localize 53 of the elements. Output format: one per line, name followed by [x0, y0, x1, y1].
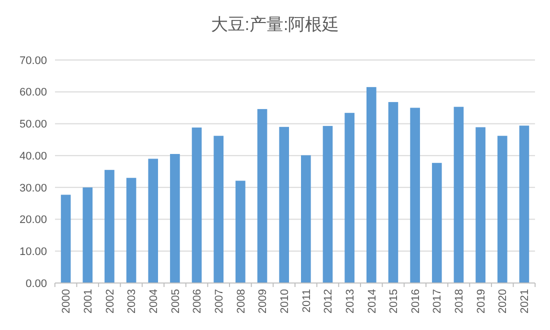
x-tick-label: 2011	[300, 289, 313, 313]
bar	[148, 158, 158, 283]
y-tick-label: 0.00	[26, 278, 47, 290]
bar	[301, 155, 311, 283]
bar	[126, 178, 136, 283]
x-tick-label: 2014	[366, 289, 378, 314]
x-tick-label: 2007	[213, 289, 226, 314]
bar	[344, 112, 354, 283]
bar	[432, 162, 442, 283]
x-tick-label: 2020	[497, 289, 510, 314]
bar	[476, 127, 486, 283]
y-tick-label: 20.00	[19, 214, 47, 226]
y-tick-label: 40.00	[19, 150, 47, 162]
x-tick-label: 2012	[322, 289, 335, 314]
bar	[236, 180, 246, 283]
bar	[214, 136, 224, 283]
y-tick-label: 50.00	[19, 118, 47, 131]
bar	[192, 128, 202, 283]
bar	[60, 194, 71, 283]
y-tick-label: 70.00	[19, 54, 47, 67]
bar	[497, 136, 508, 283]
x-tick-label: 2006	[192, 289, 204, 314]
x-tick-label: 2017	[432, 289, 444, 314]
x-tick-label: 2004	[148, 289, 160, 314]
bar	[170, 154, 180, 283]
x-tick-label: 2005	[170, 289, 182, 314]
bar	[454, 106, 464, 283]
x-tick-label: 2015	[388, 289, 400, 314]
bar	[82, 187, 93, 283]
bar	[388, 102, 398, 283]
x-tick-label: 2001	[82, 289, 94, 314]
x-tick-label: 2013	[344, 289, 356, 314]
bar	[104, 170, 114, 283]
bar	[257, 109, 268, 283]
x-tick-label: 2016	[410, 289, 422, 314]
x-tick-label: 2010	[278, 289, 291, 314]
x-tick-label: 2018	[454, 289, 466, 314]
bar	[519, 126, 530, 283]
bar	[279, 126, 289, 283]
y-tick-label: 60.00	[19, 86, 47, 99]
x-tick-label: 2009	[257, 289, 270, 314]
bar	[366, 87, 376, 283]
x-tick-label: 2008	[235, 289, 248, 314]
x-tick-label: 2003	[126, 289, 138, 314]
x-tick-label: 2000	[60, 289, 73, 314]
x-tick-label: 2019	[475, 289, 488, 314]
x-tick-label: 2002	[104, 289, 116, 314]
x-tick-label: 2021	[519, 289, 532, 314]
chart-title: 大豆:产量:阿根廷	[210, 15, 340, 34]
y-tick-label: 30.00	[19, 182, 47, 194]
y-tick-label: 10.00	[19, 246, 47, 258]
bar	[410, 108, 420, 283]
bar	[322, 126, 333, 283]
